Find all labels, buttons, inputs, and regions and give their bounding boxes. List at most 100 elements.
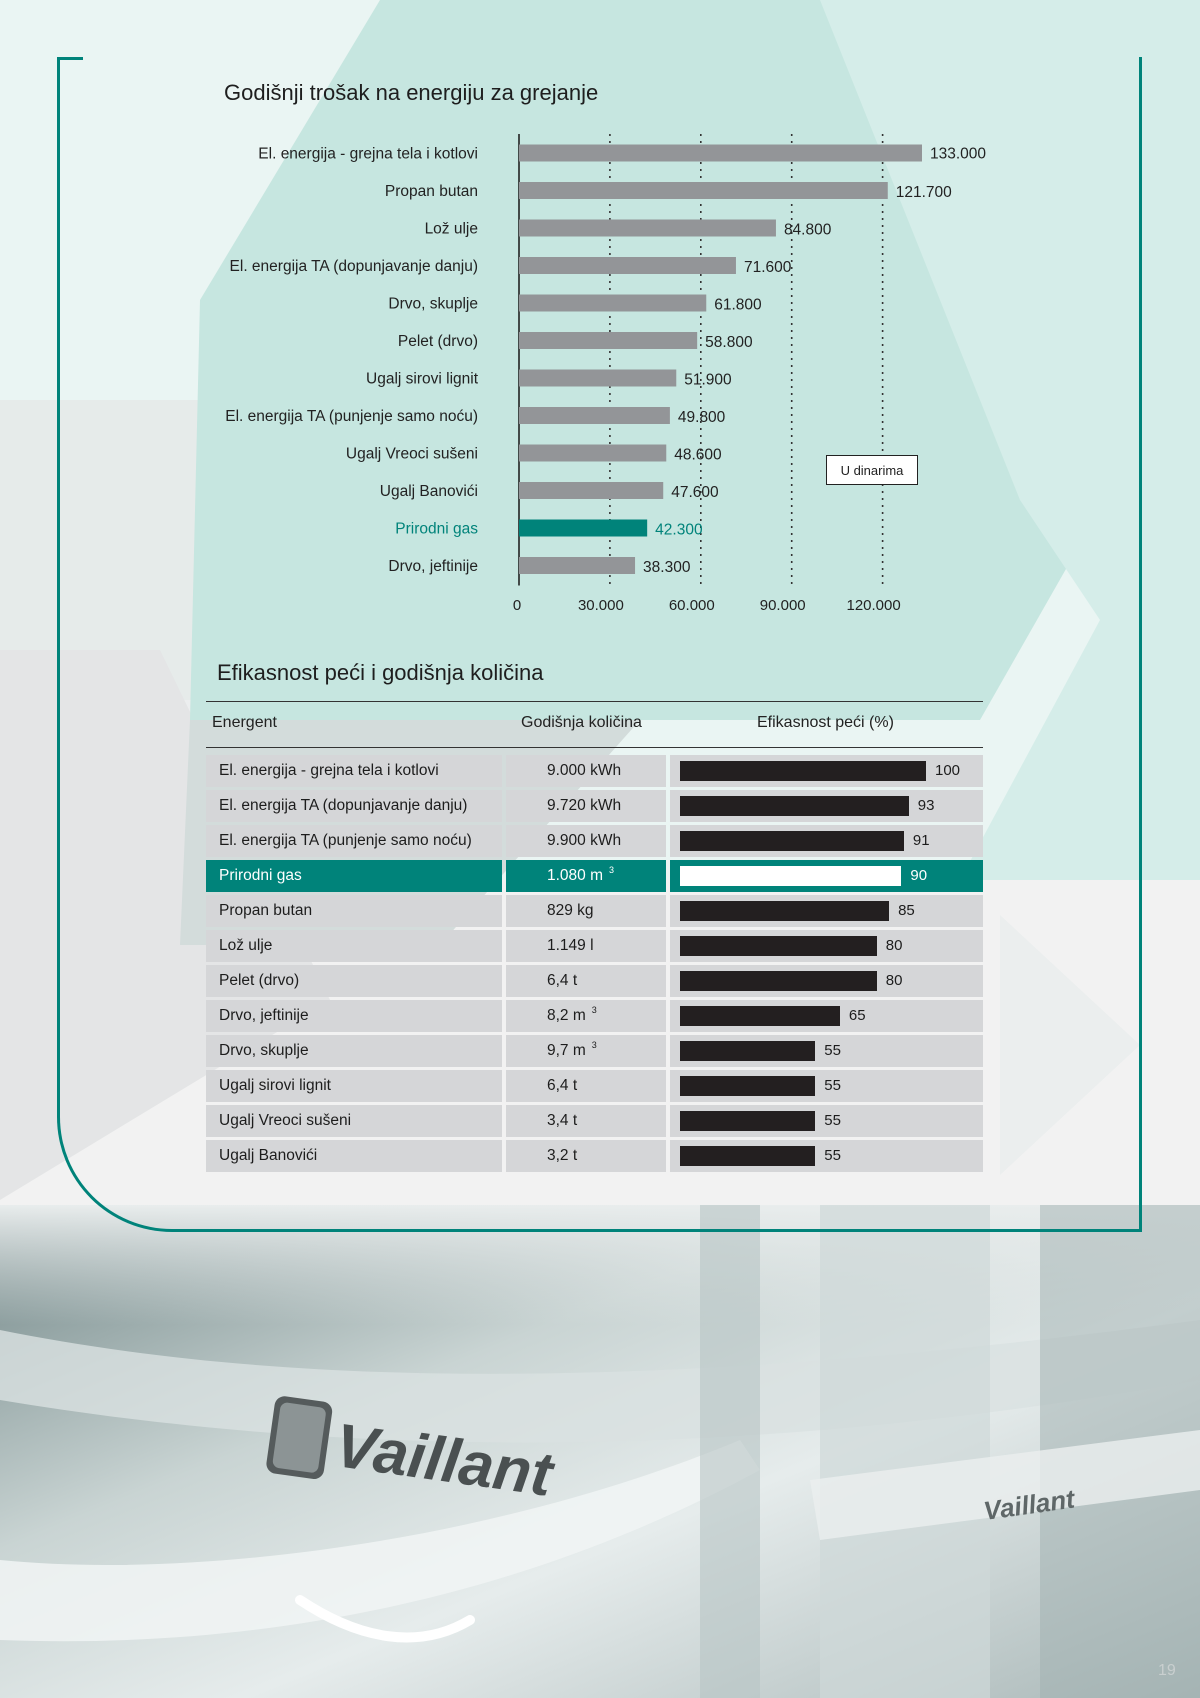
teal-frame <box>57 57 1142 1232</box>
efficiency-value: 85 <box>898 902 915 919</box>
table-row: Ugalj Banovići 3,2 t 55 <box>206 1140 983 1172</box>
bar <box>519 144 922 162</box>
x-tick-label: 0 <box>513 597 521 614</box>
efficiency-value: 100 <box>935 762 961 779</box>
bar <box>519 519 648 537</box>
efficiency-bar <box>680 1006 840 1026</box>
amount-value: 6,4 t <box>547 1077 578 1094</box>
table-row: Ugalj Vreoci sušeni 3,4 t 55 <box>206 1105 983 1137</box>
amount-value: 1.080 m <box>547 867 604 884</box>
unit-superscript: 3 <box>591 1005 597 1015</box>
currency-callout: U dinarima <box>826 455 918 485</box>
table-row: El. energija - grejna tela i kotlovi 9.00… <box>206 755 983 787</box>
category-label: El. energija TA (dopunjavanje danju) <box>230 258 478 275</box>
energent-cell: Drvo, skuplje <box>206 1035 502 1067</box>
data-label: 121.700 <box>896 184 952 201</box>
table-row: El. energija TA (dopunjavanje danju) 9.72… <box>206 790 983 822</box>
efficiency-bar <box>680 866 902 886</box>
bar <box>519 219 776 237</box>
data-label: 84.800 <box>784 222 832 239</box>
data-label: 49.800 <box>678 409 726 426</box>
amount-cell: 9,7 m 3 <box>506 1035 666 1067</box>
x-tick-label: 30.000 <box>578 597 624 614</box>
data-label: 51.900 <box>684 372 732 389</box>
amount-value: 6,4 t <box>547 972 578 989</box>
amount-cell: 829 kg <box>506 895 666 927</box>
bar <box>519 182 888 199</box>
energent-cell: El. energija - grejna tela i kotlovi <box>206 755 502 787</box>
table-row: Prirodni gas 1.080 m 3 90 <box>206 860 983 892</box>
category-label: El. energija - grejna tela i kotlovi <box>258 146 478 163</box>
energent-cell: Drvo, jeftinije <box>206 1000 502 1032</box>
amount-value: 9.720 kWh <box>547 797 622 814</box>
bar <box>519 257 736 274</box>
efficiency-bar <box>680 1076 816 1096</box>
efficiency-bar <box>680 831 904 851</box>
amount-value: 3,2 t <box>547 1147 578 1164</box>
unit-superscript: 3 <box>609 865 615 875</box>
amount-value: 829 kg <box>547 902 594 919</box>
energent-cell: Propan butan <box>206 895 502 927</box>
efficiency-value: 93 <box>917 797 935 814</box>
efficiency-cell: 55 <box>670 1140 983 1172</box>
efficiency-cell: 55 <box>670 1035 983 1067</box>
data-label: 38.300 <box>643 559 691 576</box>
efficiency-value: 55 <box>824 1042 841 1059</box>
efficiency-bar <box>680 761 926 781</box>
energent-cell: El. energija TA (dopunjavanje danju) <box>206 790 502 822</box>
x-tick-label: 90.000 <box>760 597 806 614</box>
page-number: 19 <box>1158 1662 1176 1679</box>
category-label: Lož ulje <box>425 221 478 238</box>
amount-cell: 1.149 l <box>506 930 666 962</box>
efficiency-bar <box>680 901 890 921</box>
table-header-rule <box>206 747 983 748</box>
efficiency-cell: 65 <box>670 1000 983 1032</box>
efficiency-bar <box>680 1041 816 1061</box>
amount-value: 9.000 kWh <box>547 762 622 779</box>
bar <box>519 332 698 349</box>
category-label: El. energija TA (punjenje samo noću) <box>225 408 478 425</box>
efficiency-bar <box>680 1146 816 1166</box>
efficiency-value: 65 <box>848 1007 866 1024</box>
amount-value: 9,7 m <box>547 1042 586 1059</box>
efficiency-cell: 80 <box>670 965 983 997</box>
category-label: Prirodni gas <box>395 521 478 538</box>
table-row: Drvo, skuplje 9,7 m 3 55 <box>206 1035 983 1067</box>
bar <box>519 444 667 462</box>
category-label: Ugalj sirovi lignit <box>366 371 479 388</box>
column-header-energent: Energent <box>212 714 277 731</box>
efficiency-bar <box>680 971 877 991</box>
table-row: Propan butan 829 kg 85 <box>206 895 983 927</box>
efficiency-table-body: El. energija - grejna tela i kotlovi 9.00… <box>206 755 983 1175</box>
category-label: Propan butan <box>385 183 478 200</box>
energent-cell: Ugalj Banovići <box>206 1140 502 1172</box>
efficiency-cell: 93 <box>670 790 983 822</box>
efficiency-value: 80 <box>885 972 903 989</box>
efficiency-value: 55 <box>824 1077 841 1094</box>
table-row: Ugalj sirovi lignit 6,4 t 55 <box>206 1070 983 1102</box>
amount-cell: 9.900 kWh <box>506 825 666 857</box>
table-top-rule <box>206 701 983 702</box>
data-label: 71.600 <box>744 259 792 276</box>
amount-value: 1.149 l <box>547 937 594 954</box>
efficiency-cell: 55 <box>670 1105 983 1137</box>
category-label: Drvo, jeftinije <box>388 558 478 575</box>
table-title: Efikasnost peći i godišnja količina <box>217 660 544 685</box>
amount-cell: 9.720 kWh <box>506 790 666 822</box>
teal-frame-tick <box>57 57 83 60</box>
table-row: El. energija TA (punjenje samo noću) 9.90… <box>206 825 983 857</box>
amount-value: 9.900 kWh <box>547 832 622 849</box>
efficiency-cell: 90 <box>670 860 983 892</box>
bar <box>519 407 670 424</box>
category-label: Ugalj Vreoci sušeni <box>346 446 478 463</box>
data-label: 133.000 <box>930 146 986 163</box>
x-tick-label: 120.000 <box>846 597 900 614</box>
energent-cell: El. energija TA (punjenje samo noću) <box>206 825 502 857</box>
amount-cell: 1.080 m 3 <box>506 860 666 892</box>
bar <box>519 294 707 312</box>
data-label: 58.800 <box>705 334 753 351</box>
amount-cell: 9.000 kWh <box>506 755 666 787</box>
amount-cell: 6,4 t <box>506 965 666 997</box>
energent-cell: Pelet (drvo) <box>206 965 502 997</box>
efficiency-bar <box>680 1111 816 1131</box>
